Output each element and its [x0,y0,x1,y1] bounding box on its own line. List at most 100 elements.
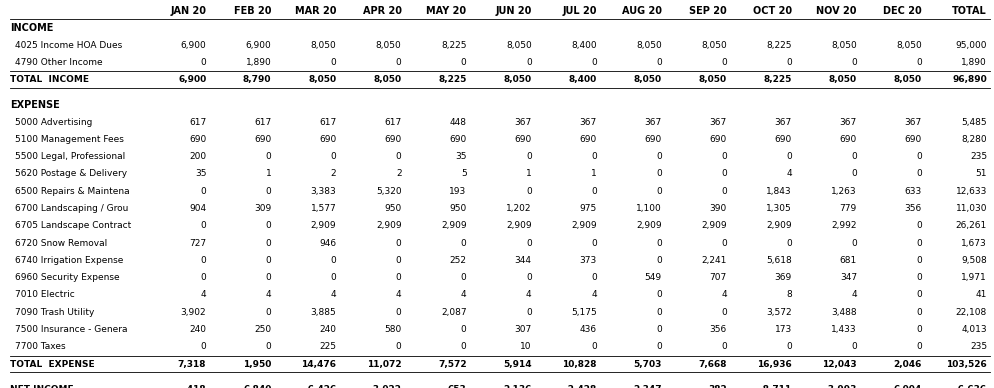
Text: 5100 Management Fees: 5100 Management Fees [15,135,123,144]
Text: 3,488: 3,488 [830,308,856,317]
Text: 0: 0 [201,187,206,196]
Text: 0: 0 [850,58,856,67]
Text: 4: 4 [721,290,726,300]
Text: 344: 344 [514,256,531,265]
Text: 0: 0 [785,342,791,351]
Text: 0: 0 [655,342,661,351]
Text: 0: 0 [265,152,271,161]
Text: 8,225: 8,225 [437,75,466,84]
Text: 0: 0 [265,221,271,230]
Text: 0: 0 [721,342,726,351]
Text: 0: 0 [396,239,402,248]
Text: 95,000: 95,000 [954,41,986,50]
Text: 0: 0 [460,342,466,351]
Text: FEB 20: FEB 20 [234,5,271,16]
Text: 8,225: 8,225 [440,41,466,50]
Text: 0: 0 [201,256,206,265]
Text: 103,526: 103,526 [945,360,986,369]
Text: 0: 0 [915,221,921,230]
Text: 690: 690 [514,135,531,144]
Text: MAY 20: MAY 20 [426,5,466,16]
Text: 8,050: 8,050 [376,41,402,50]
Text: 0: 0 [721,187,726,196]
Text: 580: 580 [384,325,402,334]
Text: 1,202: 1,202 [506,204,531,213]
Text: 367: 367 [904,118,921,126]
Text: 0: 0 [330,256,336,265]
Text: 0: 0 [265,187,271,196]
Text: 6705 Landscape Contract: 6705 Landscape Contract [15,221,131,230]
Text: 0: 0 [655,325,661,334]
Text: 8,225: 8,225 [762,75,791,84]
Text: 22,108: 22,108 [955,308,986,317]
Text: NOV 20: NOV 20 [816,5,856,16]
Text: 7,572: 7,572 [437,360,466,369]
Text: 2,909: 2,909 [701,221,726,230]
Text: 390: 390 [709,204,726,213]
Text: 0: 0 [396,58,402,67]
Text: 1: 1 [526,170,531,178]
Text: 5000 Advertising: 5000 Advertising [15,118,92,126]
Text: 12,633: 12,633 [954,187,986,196]
Text: 0: 0 [265,342,271,351]
Text: 1,305: 1,305 [765,204,791,213]
Text: 779: 779 [839,204,856,213]
Text: 4: 4 [785,170,791,178]
Text: 0: 0 [526,58,531,67]
Text: OCT 20: OCT 20 [752,5,791,16]
Text: 1,890: 1,890 [960,58,986,67]
Text: 1,577: 1,577 [310,204,336,213]
Text: 4025 Income HOA Dues: 4025 Income HOA Dues [15,41,122,50]
Text: 0: 0 [721,239,726,248]
Text: -2,428: -2,428 [564,385,596,388]
Text: 10: 10 [520,342,531,351]
Text: 0: 0 [265,239,271,248]
Text: 8,400: 8,400 [568,75,596,84]
Text: 240: 240 [319,325,336,334]
Text: 8,050: 8,050 [310,41,336,50]
Text: 707: 707 [709,273,726,282]
Text: 3,885: 3,885 [310,308,336,317]
Text: 356: 356 [904,204,921,213]
Text: 11,072: 11,072 [367,360,402,369]
Text: 0: 0 [915,290,921,300]
Text: APR 20: APR 20 [362,5,402,16]
Text: 0: 0 [526,273,531,282]
Text: 4790 Other Income: 4790 Other Income [15,58,102,67]
Text: 1,100: 1,100 [635,204,661,213]
Text: 4: 4 [590,290,596,300]
Text: 0: 0 [265,256,271,265]
Text: 5620 Postage & Delivery: 5620 Postage & Delivery [15,170,127,178]
Text: 10,828: 10,828 [562,360,596,369]
Text: 14,476: 14,476 [301,360,336,369]
Text: 1,433: 1,433 [830,325,856,334]
Text: 0: 0 [721,58,726,67]
Text: 2,136: 2,136 [503,385,531,388]
Text: 0: 0 [526,187,531,196]
Text: 8,050: 8,050 [635,41,661,50]
Text: 6,004: 6,004 [893,385,921,388]
Text: 7,668: 7,668 [698,360,726,369]
Text: 4: 4 [851,290,856,300]
Text: 633: 633 [904,187,921,196]
Text: 5500 Legal, Professional: 5500 Legal, Professional [15,152,125,161]
Text: DEC 20: DEC 20 [883,5,921,16]
Text: 690: 690 [644,135,661,144]
Text: 8,050: 8,050 [698,75,726,84]
Text: 5,175: 5,175 [571,308,596,317]
Text: 26,261: 26,261 [955,221,986,230]
Text: INCOME: INCOME [10,23,54,33]
Text: 0: 0 [330,152,336,161]
Text: 549: 549 [644,273,661,282]
Text: 0: 0 [590,273,596,282]
Text: 653: 653 [447,385,466,388]
Text: 3,572: 3,572 [765,308,791,317]
Text: 6,840: 6,840 [243,385,271,388]
Text: 369: 369 [774,273,791,282]
Text: 2,909: 2,909 [440,221,466,230]
Text: 6,900: 6,900 [181,41,206,50]
Text: 35: 35 [195,170,206,178]
Text: 0: 0 [915,325,921,334]
Text: 35: 35 [454,152,466,161]
Text: 347: 347 [839,273,856,282]
